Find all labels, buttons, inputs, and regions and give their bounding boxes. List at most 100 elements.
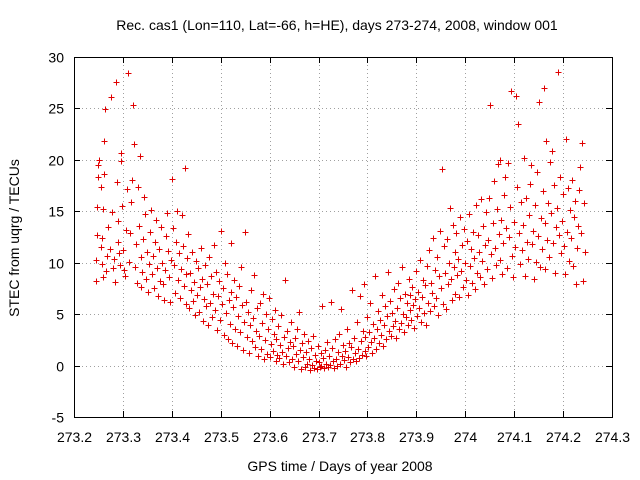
data-point (478, 196, 485, 203)
data-point (560, 191, 567, 198)
data-point (364, 314, 371, 321)
data-point (291, 364, 298, 371)
data-point (553, 224, 560, 231)
data-point (113, 79, 120, 86)
data-point (333, 356, 340, 363)
data-point (575, 223, 582, 230)
data-point (444, 236, 451, 243)
x-tick-label: 273.9 (399, 429, 434, 445)
data-point (358, 338, 365, 345)
data-point (128, 199, 135, 206)
y-tick-label: -5 (52, 410, 65, 426)
data-point (167, 299, 174, 306)
data-point (505, 160, 512, 167)
data-point (387, 298, 394, 305)
data-point (93, 257, 100, 264)
data-point (188, 287, 195, 294)
data-point (456, 294, 463, 301)
x-tick-label: 273.2 (57, 429, 92, 445)
data-point (162, 267, 169, 274)
data-point (255, 353, 262, 360)
data-point (146, 261, 153, 268)
data-point (248, 287, 255, 294)
data-point (439, 166, 446, 173)
data-point (570, 263, 577, 270)
data-point (573, 281, 580, 288)
data-point (115, 239, 122, 246)
data-point (200, 318, 207, 325)
data-point (581, 200, 588, 207)
data-point (580, 278, 587, 285)
data-point (98, 184, 105, 191)
data-point (568, 235, 575, 242)
data-point (379, 292, 386, 299)
data-point (131, 141, 138, 148)
data-point (565, 185, 572, 192)
data-point (351, 335, 358, 342)
data-point (107, 246, 114, 253)
data-point (382, 303, 389, 310)
data-point (233, 294, 240, 301)
data-point (242, 229, 249, 236)
y-tick-label: 5 (56, 307, 64, 323)
data-point (557, 174, 564, 181)
data-point (482, 242, 489, 249)
data-point (485, 237, 492, 244)
data-point (362, 334, 369, 341)
data-point (206, 254, 213, 261)
data-point (527, 181, 534, 188)
data-point (272, 307, 279, 314)
data-point (290, 343, 297, 350)
data-point (453, 230, 460, 237)
data-point (533, 259, 540, 266)
data-point (227, 321, 234, 328)
data-point (529, 241, 536, 248)
data-point (115, 218, 122, 225)
data-point (492, 245, 499, 252)
data-point (247, 322, 254, 329)
data-point (374, 326, 381, 333)
data-point (405, 322, 412, 329)
data-point (545, 200, 552, 207)
data-point (147, 229, 154, 236)
data-point (411, 325, 418, 332)
data-point (251, 272, 258, 279)
data-point (151, 285, 158, 292)
data-point (312, 352, 319, 359)
data-point (445, 281, 452, 288)
data-point (99, 235, 106, 242)
data-point (224, 271, 231, 278)
data-point (94, 232, 101, 239)
data-point (440, 301, 447, 308)
data-point (222, 260, 229, 267)
data-point (226, 297, 233, 304)
data-point (531, 276, 538, 283)
data-point (354, 319, 361, 326)
data-point (178, 266, 185, 273)
data-point (305, 338, 312, 345)
data-point (210, 291, 217, 298)
data-point (367, 300, 374, 307)
data-point (547, 159, 554, 166)
x-tick-label: 274.3 (595, 429, 630, 445)
data-point (176, 250, 183, 257)
data-point (100, 206, 107, 213)
data-point (389, 310, 396, 317)
data-point (185, 231, 192, 238)
data-point (552, 270, 559, 277)
data-point (390, 323, 397, 330)
data-point (438, 285, 445, 292)
data-point (431, 303, 438, 310)
data-point (186, 305, 193, 312)
data-point (213, 269, 220, 276)
x-tick-label: 274.1 (497, 429, 532, 445)
data-point (576, 187, 583, 194)
data-point (528, 162, 535, 169)
data-point (262, 337, 269, 344)
data-point (346, 340, 353, 347)
data-point (287, 339, 294, 346)
data-point (244, 334, 251, 341)
data-point (124, 186, 131, 193)
x-tick-label: 273.6 (253, 429, 288, 445)
